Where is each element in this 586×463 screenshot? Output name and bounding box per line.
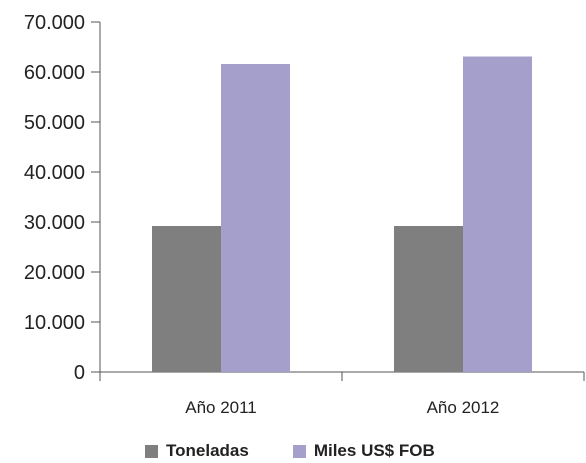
legend-swatch-miles-fob xyxy=(292,444,306,458)
y-axis: 0 10.000 20.000 30.000 40.000 50.000 60.000 70.… xyxy=(24,12,101,384)
legend-label-miles-fob: Miles US$ FOB xyxy=(313,441,435,460)
x-category-label: Año 2012 xyxy=(427,398,500,417)
y-tick-label: 50.000 xyxy=(24,112,85,134)
legend: Toneladas Miles US$ FOB xyxy=(145,441,435,461)
legend-item-toneladas: Toneladas xyxy=(145,441,249,461)
bar-miles-fob-1 xyxy=(221,64,290,372)
legend-item-miles-fob: Miles US$ FOB xyxy=(292,441,435,461)
y-tick-label: 20.000 xyxy=(24,262,85,284)
bar-toneladas-2 xyxy=(394,226,463,372)
y-tick-label: 10.000 xyxy=(24,312,85,334)
y-tick-label: 60.000 xyxy=(24,62,85,84)
y-tick-label: 0 xyxy=(74,362,85,384)
x-axis: Año 2011 Año 2012 xyxy=(99,371,585,417)
bar-miles-fob-2 xyxy=(463,56,532,372)
x-category-label: Año 2011 xyxy=(185,398,257,417)
legend-swatch-toneladas xyxy=(145,444,158,458)
legend-label-toneladas: Toneladas xyxy=(166,441,249,460)
y-tick-label: 30.000 xyxy=(24,212,85,234)
bars xyxy=(152,56,532,372)
y-tick-label: 40.000 xyxy=(24,162,85,184)
y-tick-label: 70.000 xyxy=(24,12,85,34)
bar-toneladas-1 xyxy=(152,226,221,372)
